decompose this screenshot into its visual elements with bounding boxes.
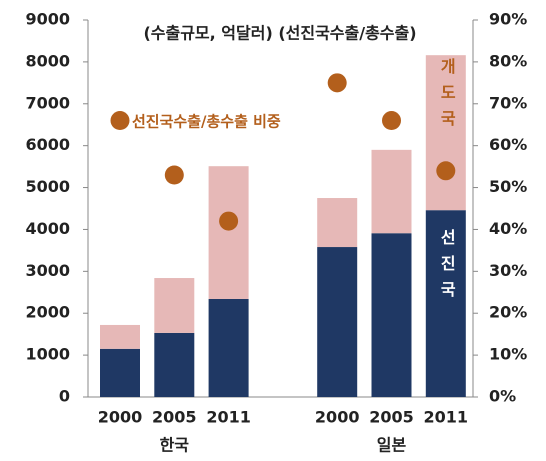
x-tick-label: 2005: [369, 408, 414, 427]
y-tick-label: 7000: [25, 93, 70, 112]
y-tick-label: 4000: [25, 219, 70, 238]
x-tick-label: 2000: [315, 408, 360, 427]
bar: [154, 278, 195, 333]
y2-tick-label: 20%: [489, 303, 527, 322]
y2-tick-label: 10%: [489, 345, 527, 364]
bar: [317, 247, 358, 397]
y2-tick-label: 80%: [489, 51, 527, 70]
y-tick-label: 9000: [25, 10, 70, 29]
y-tick-label: 2000: [25, 303, 70, 322]
y2-tick-label: 0%: [489, 387, 516, 406]
y2-tick-label: 30%: [489, 261, 527, 280]
bar: [371, 233, 412, 397]
y-tick-label: 6000: [25, 135, 70, 154]
bar: [371, 149, 412, 234]
bar: [425, 210, 466, 397]
bar: [317, 198, 358, 248]
dot: [382, 111, 401, 131]
y2-tick-label: 90%: [489, 10, 527, 29]
series-label: 선진국수출/총수출 비중: [132, 113, 281, 131]
dot: [110, 111, 130, 131]
bar: [100, 348, 140, 397]
y-tick-label: 8000: [25, 51, 70, 70]
y-tick-label: 1000: [25, 345, 70, 364]
group-label: 일본: [377, 436, 407, 455]
y-tick-label: 3000: [25, 261, 70, 280]
x-tick-label: 2011: [206, 408, 251, 427]
bar: [208, 298, 249, 397]
y2-tick-label: 40%: [489, 219, 527, 238]
x-tick-label: 2000: [98, 408, 143, 427]
dot: [436, 161, 456, 181]
dot: [219, 211, 239, 231]
bar: [425, 55, 466, 211]
bar: [100, 324, 140, 349]
y2-tick-label: 60%: [489, 135, 527, 154]
y2-tick-label: 70%: [489, 93, 527, 112]
bar: [208, 166, 249, 299]
chart-title: (수출규모, 억달러) (선진국수출/총수출): [143, 24, 416, 43]
y-tick-label: 0: [59, 387, 70, 406]
x-tick-label: 2005: [152, 408, 197, 427]
x-tick-label: 2011: [424, 408, 469, 427]
bar: [154, 332, 195, 397]
y2-tick-label: 50%: [489, 177, 527, 196]
y-tick-label: 5000: [25, 177, 70, 196]
dot: [327, 73, 347, 93]
series-label: 개도국: [437, 57, 456, 136]
dot: [164, 165, 184, 185]
group-label: 한국: [160, 436, 190, 455]
series-label: 선진국: [437, 229, 456, 307]
